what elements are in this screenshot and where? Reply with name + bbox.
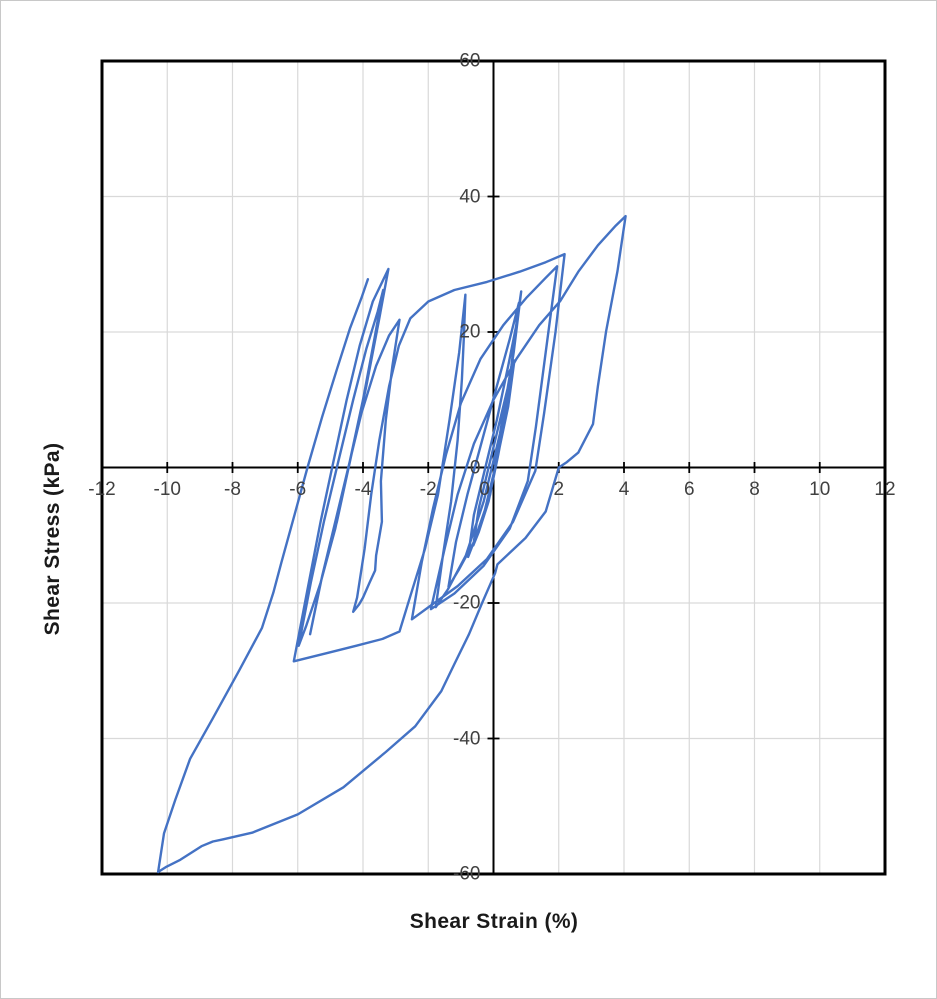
x-axis-tick-label: 2 xyxy=(553,478,565,500)
y-axis-tick-label: -20 xyxy=(453,592,481,614)
y-axis-tick-label: 0 xyxy=(469,457,481,478)
plot-frame xyxy=(100,59,887,876)
x-axis-tick-label: -2 xyxy=(419,478,437,500)
x-axis-tick-label: 4 xyxy=(618,478,630,500)
y-axis-tick-label: 20 xyxy=(459,321,481,343)
x-axis-tick-label: -8 xyxy=(224,478,241,500)
y-axis-tick-label: -40 xyxy=(453,728,481,749)
hysteresis-curve xyxy=(156,214,627,874)
x-axis-title: Shear Strain (%) xyxy=(409,910,579,933)
y-axis-tick-label: -60 xyxy=(453,863,481,885)
x-axis-tick-label: 6 xyxy=(683,478,695,500)
y-axis-tick-label: 60 xyxy=(459,50,481,72)
x-axis-tick-label: -6 xyxy=(289,478,307,500)
x-axis-tick-label: 8 xyxy=(749,478,760,500)
y-axis-tick-label: 40 xyxy=(459,186,481,207)
x-axis-tick-label: -10 xyxy=(153,478,181,500)
x-axis-tick-label: 0 xyxy=(479,478,490,500)
x-axis-tick-label: -4 xyxy=(354,478,372,500)
x-axis-tick-label: 10 xyxy=(809,478,831,500)
x-axis-tick-label: 12 xyxy=(874,478,896,500)
y-axis-title: Shear Stress (kPa) xyxy=(41,442,64,636)
x-axis-tick-label: -12 xyxy=(88,478,116,500)
